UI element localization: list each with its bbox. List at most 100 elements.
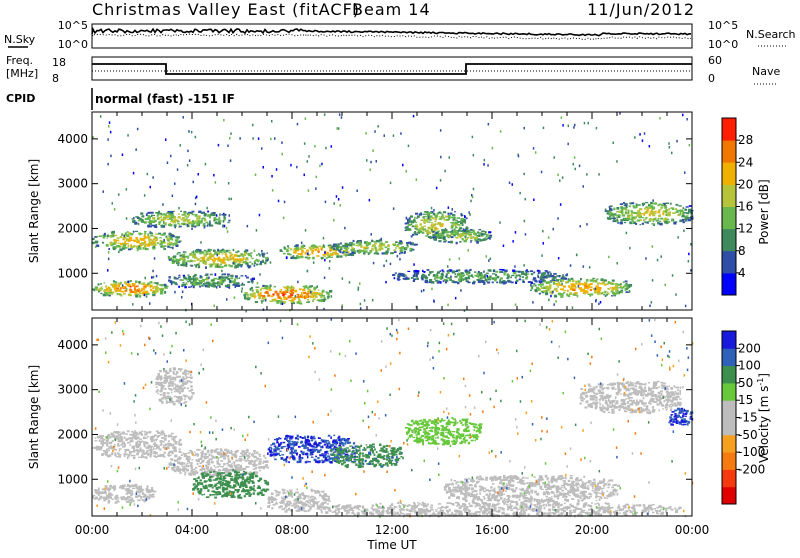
data-cell <box>234 489 236 491</box>
data-cell <box>645 221 647 223</box>
speckle <box>541 254 543 257</box>
data-cell <box>128 456 130 457</box>
speckle <box>428 216 430 219</box>
data-cell <box>448 236 450 238</box>
speckle <box>634 136 636 139</box>
data-cell <box>385 252 388 254</box>
data-cell <box>318 250 320 253</box>
data-cell <box>431 222 433 224</box>
data-cell <box>97 236 99 238</box>
data-cell <box>169 464 172 467</box>
speckle <box>651 301 653 304</box>
data-cell <box>144 431 146 433</box>
data-cell <box>668 221 671 223</box>
data-cell <box>215 258 218 260</box>
data-cell <box>234 259 236 261</box>
speckle <box>370 161 372 164</box>
data-cell <box>321 249 323 251</box>
data-cell <box>299 248 302 250</box>
data-cell <box>198 476 200 478</box>
data-cell <box>193 260 196 261</box>
data-cell <box>438 281 440 283</box>
data-cell <box>271 507 273 509</box>
speckle <box>465 221 467 224</box>
data-cell <box>186 217 189 218</box>
data-cell <box>436 228 438 230</box>
data-cell <box>201 494 203 495</box>
data-cell <box>262 489 265 492</box>
data-cell <box>180 398 183 400</box>
speckle <box>200 241 202 244</box>
speckle <box>684 171 686 174</box>
data-cell <box>228 486 231 487</box>
data-cell <box>287 501 290 502</box>
data-cell <box>179 439 182 440</box>
speckle <box>189 159 191 162</box>
data-cell <box>273 504 275 506</box>
speckle <box>383 265 385 268</box>
data-cell <box>223 488 226 489</box>
data-cell <box>291 292 294 294</box>
data-cell <box>121 487 124 489</box>
data-cell <box>177 264 179 266</box>
data-cell <box>399 253 401 255</box>
noise-left-tick-bottom: 10^0 <box>58 38 88 51</box>
data-cell <box>112 231 115 234</box>
data-cell <box>120 243 123 246</box>
data-cell <box>611 289 614 291</box>
data-cell <box>131 248 133 249</box>
data-cell <box>186 256 189 258</box>
data-cell <box>185 453 187 454</box>
speckle <box>258 137 260 140</box>
speckle <box>440 156 442 159</box>
data-cell <box>137 487 140 489</box>
data-cell <box>222 266 224 268</box>
data-cell <box>134 223 137 225</box>
data-cell <box>174 216 176 219</box>
data-cell <box>137 294 139 295</box>
data-cell <box>423 226 426 227</box>
data-cell <box>451 226 454 229</box>
data-cell <box>327 503 329 504</box>
data-cell <box>407 219 409 222</box>
data-cell <box>290 257 292 259</box>
data-cell <box>366 250 368 253</box>
data-cell <box>122 446 126 448</box>
data-cell <box>579 287 583 289</box>
speckle <box>118 193 120 196</box>
speckle <box>252 137 254 140</box>
data-cell <box>288 504 291 507</box>
data-cell <box>264 286 266 288</box>
data-cell <box>485 279 488 281</box>
data-cell <box>167 395 170 397</box>
speckle <box>558 257 560 260</box>
speckle <box>486 255 488 258</box>
data-cell <box>224 483 227 485</box>
data-cell <box>255 475 257 477</box>
data-cell <box>139 281 141 284</box>
data-cell <box>199 280 202 283</box>
data-cell <box>231 451 233 452</box>
data-cell <box>560 288 563 290</box>
data-cell <box>556 283 558 286</box>
speckle <box>481 280 483 283</box>
data-cell <box>264 262 266 264</box>
data-cell <box>442 234 444 237</box>
speckle <box>371 233 373 236</box>
speckle <box>407 226 409 229</box>
data-cell <box>188 215 190 217</box>
data-cell <box>171 458 173 460</box>
data-cell <box>219 213 221 216</box>
data-cell <box>242 468 245 470</box>
data-cell <box>387 244 390 247</box>
speckle <box>470 240 472 243</box>
speckle <box>454 218 456 221</box>
data-cell <box>393 249 396 251</box>
data-cell <box>463 279 465 280</box>
speckle <box>331 145 333 148</box>
data-cell <box>443 280 445 282</box>
data-cell <box>461 272 464 274</box>
data-cell <box>559 275 561 277</box>
speckle <box>342 186 344 189</box>
speckle <box>182 291 184 294</box>
